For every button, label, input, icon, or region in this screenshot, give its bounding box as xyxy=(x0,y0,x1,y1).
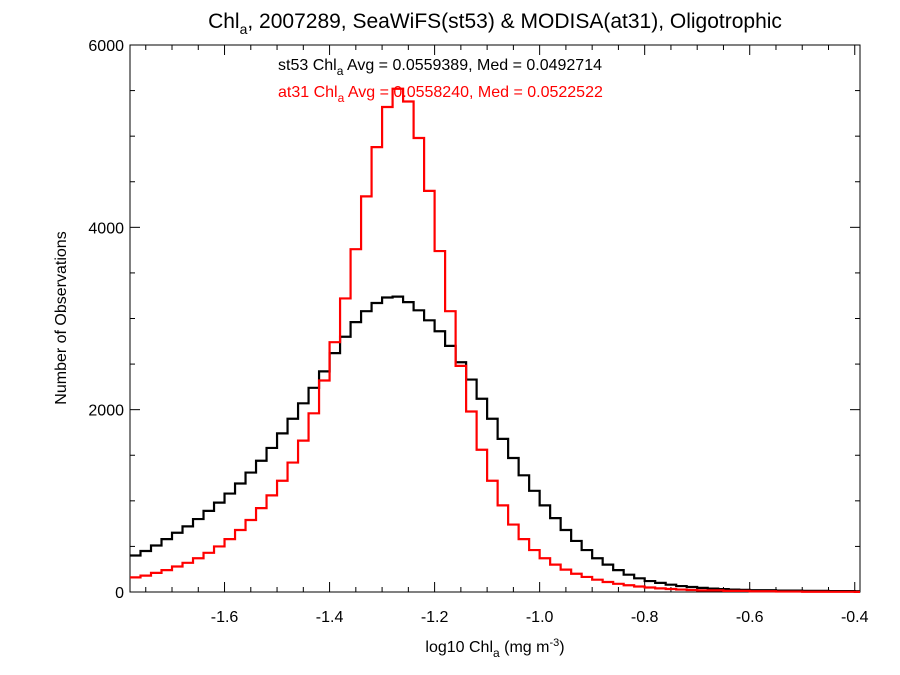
chart-title-post: , 2007289, SeaWiFS(st53) & MODISA(at31),… xyxy=(247,10,782,33)
x-tick-label: -1.2 xyxy=(421,609,449,626)
legend-st53-post: Avg = 0.0559389, Med = 0.0492714 xyxy=(343,57,602,74)
x-axis-title-mid: (mg m xyxy=(500,639,550,656)
legend-at31-pre: at31 Chl xyxy=(278,84,338,101)
y-tick-label: 4000 xyxy=(88,220,124,237)
y-tick-label: 6000 xyxy=(88,38,124,55)
legend-entry-st53: st53 Chla Avg = 0.0559389, Med = 0.04927… xyxy=(278,57,602,78)
x-axis-title: log10 Chla (mg m-3) xyxy=(425,637,564,660)
chart-title-sub: a xyxy=(240,21,248,37)
legend-st53-sub: a xyxy=(337,64,344,78)
x-tick-label: -0.6 xyxy=(736,609,764,626)
x-tick-label: -1.0 xyxy=(526,609,554,626)
legend-at31-sub: a xyxy=(338,91,345,105)
x-tick-label: -1.6 xyxy=(211,609,239,626)
x-axis-title-pre: log10 Chl xyxy=(425,639,493,656)
legend-entry-at31: at31 Chla Avg = 0.0558240, Med = 0.05225… xyxy=(278,84,603,105)
x-axis-title-post: ) xyxy=(559,639,564,656)
series-line-st53 xyxy=(130,295,860,593)
x-tick-label: -0.8 xyxy=(631,609,659,626)
legend-st53-pre: st53 Chl xyxy=(278,57,337,74)
x-axis-ticks: -1.6 -1.4 -1.2 -1.0 -0.8 -0.6 -0.4 xyxy=(145,45,869,626)
x-axis-title-sub: a xyxy=(493,646,500,660)
y-axis-ticks: 0 2000 4000 6000 xyxy=(88,38,860,602)
series-layer xyxy=(130,87,860,594)
y-tick-label: 2000 xyxy=(88,403,124,420)
plot-frame xyxy=(129,44,861,593)
series-line-at31 xyxy=(130,87,860,594)
x-tick-label: -1.4 xyxy=(316,609,344,626)
legend-at31-post: Avg = 0.0558240, Med = 0.0522522 xyxy=(344,84,603,101)
y-axis-title: Number of Observations xyxy=(53,231,70,404)
x-tick-label: -0.4 xyxy=(841,609,869,626)
chart-title: Chla, 2007289, SeaWiFS(st53) & MODISA(at… xyxy=(208,10,782,37)
chart-title-pre: Chl xyxy=(208,10,240,33)
x-axis-title-sup: -3 xyxy=(549,637,559,649)
y-tick-label: 0 xyxy=(115,585,124,602)
